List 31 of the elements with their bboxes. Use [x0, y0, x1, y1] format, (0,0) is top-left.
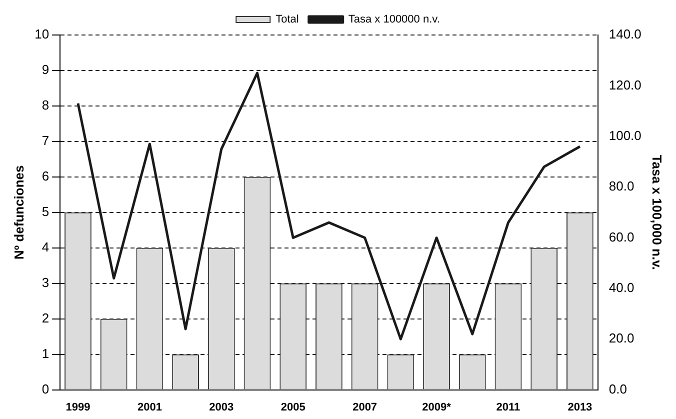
x-tick-label: 2005	[280, 401, 306, 414]
x-tick-label: 1999	[66, 401, 90, 414]
y-tick-label: 5	[42, 204, 50, 219]
y-tick-label: 4	[42, 239, 50, 254]
y2-tick-label: 120.0	[608, 77, 642, 92]
y-axis-title: Nº defunciones	[11, 165, 26, 260]
legend-label: Tasa x 100000 n.v.	[348, 14, 440, 26]
x-tick-label: 2011	[496, 401, 520, 414]
y2-tick-label: 100.0	[608, 128, 642, 143]
y2-tick-label: 60.0	[608, 229, 634, 244]
y2-tick-label: 40.0	[608, 280, 634, 296]
x-tick-label: 2013	[568, 401, 592, 414]
y2-axis-title: Tasa x 100,000 n.v.	[650, 154, 665, 270]
x-tick-label: 2003	[209, 401, 234, 414]
y-tick-label: 1	[42, 346, 50, 361]
y-tick-label: 3	[42, 274, 50, 290]
y-tick-label: 10	[34, 26, 50, 42]
y2-tick-label: 20.0	[608, 330, 634, 346]
y-tick-label: 9	[42, 62, 50, 78]
x-tick-label: 2009*	[422, 401, 452, 414]
y2-tick-label: 140.0	[608, 26, 642, 42]
x-tick-label: 2001	[137, 401, 162, 414]
y-tick-label: 8	[42, 98, 50, 113]
legend-label: Total	[276, 14, 299, 26]
y-tick-label: 7	[42, 133, 50, 148]
y2-tick-label: 80.0	[608, 178, 634, 194]
y-tick-label: 6	[42, 168, 50, 184]
x-tick-label: 2007	[352, 401, 378, 414]
y2-tick-label: 0.0	[608, 381, 627, 396]
y-tick-label: 2	[42, 310, 50, 326]
y-tick-label: 0	[42, 381, 50, 396]
